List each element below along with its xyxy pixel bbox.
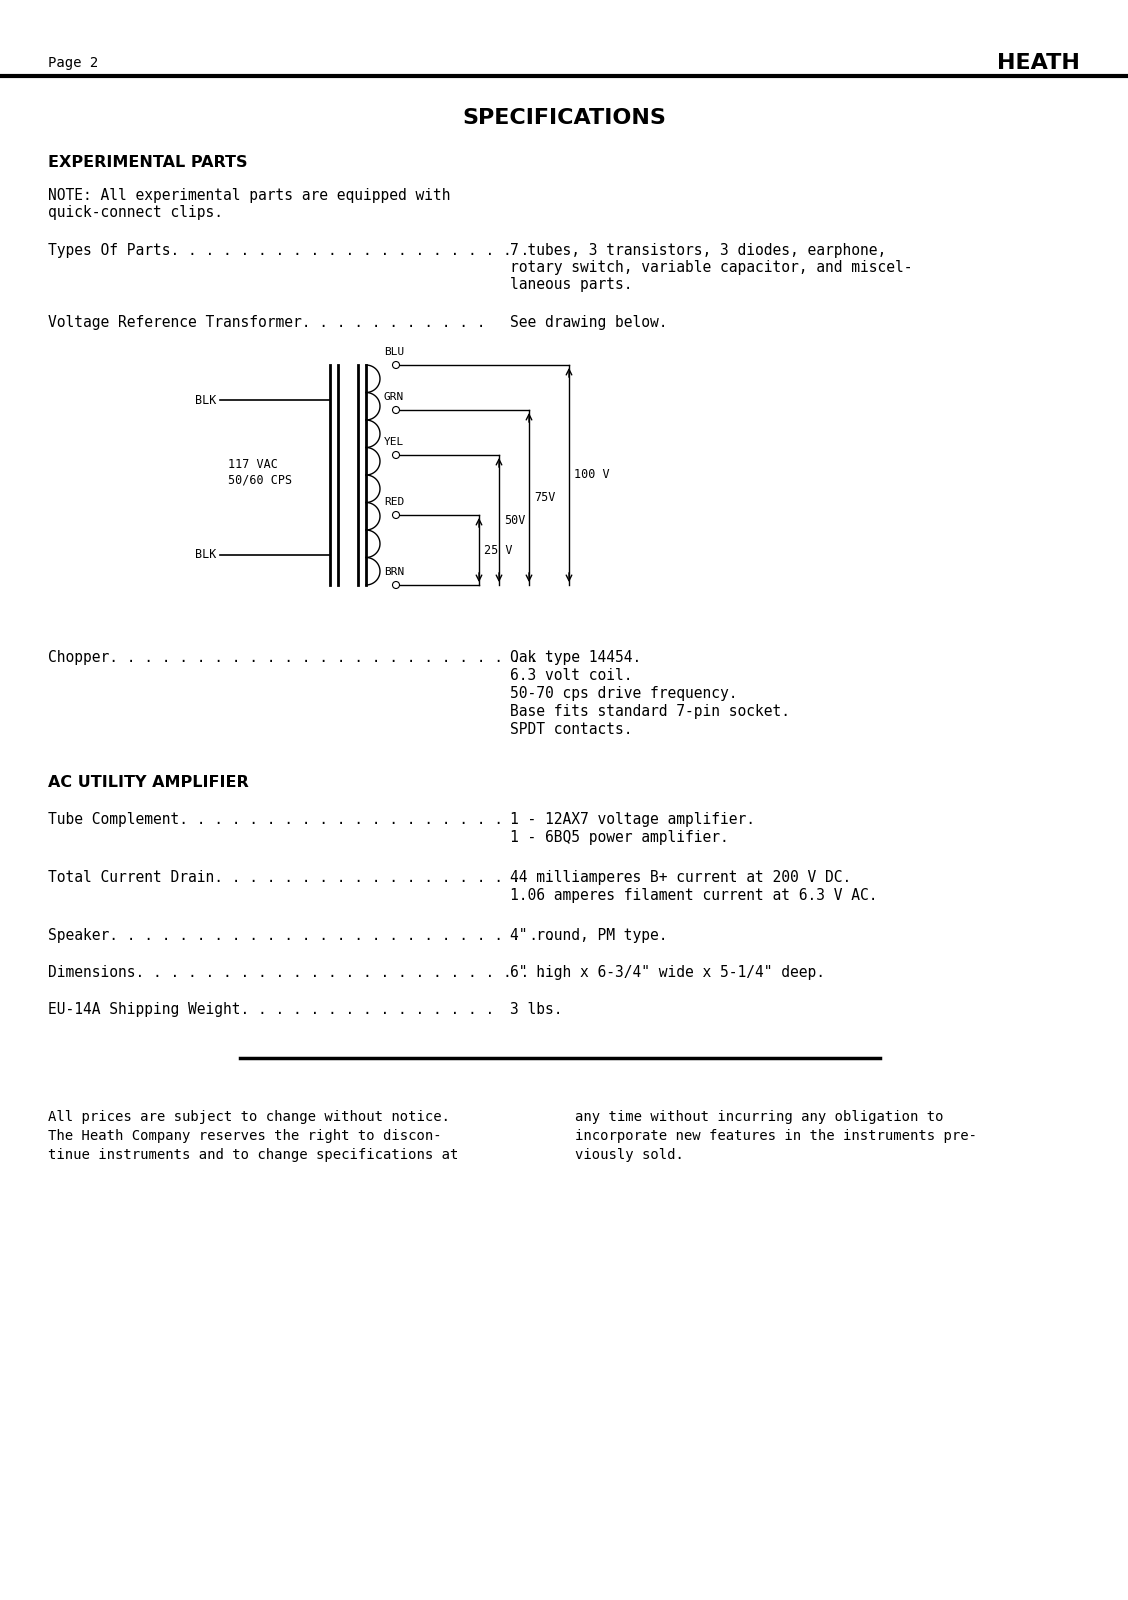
- Text: Tube Complement. . . . . . . . . . . . . . . . . . .: Tube Complement. . . . . . . . . . . . .…: [49, 813, 503, 827]
- Text: 1 - 6BQ5 power amplifier.: 1 - 6BQ5 power amplifier.: [510, 830, 729, 845]
- Text: tinue instruments and to change specifications at: tinue instruments and to change specific…: [49, 1149, 458, 1162]
- Text: YEL: YEL: [384, 437, 404, 446]
- Text: Page 2: Page 2: [49, 56, 98, 70]
- Text: 117 VAC: 117 VAC: [228, 458, 277, 470]
- Text: Speaker. . . . . . . . . . . . . . . . . . . . . . . . . .: Speaker. . . . . . . . . . . . . . . . .…: [49, 928, 555, 942]
- Text: BLK: BLK: [195, 394, 215, 406]
- Text: 6.3 volt coil.: 6.3 volt coil.: [510, 669, 633, 683]
- Text: quick-connect clips.: quick-connect clips.: [49, 205, 223, 219]
- Text: Total Current Drain. . . . . . . . . . . . . . . . . .: Total Current Drain. . . . . . . . . . .…: [49, 870, 520, 885]
- Text: NOTE: All experimental parts are equipped with: NOTE: All experimental parts are equippe…: [49, 187, 450, 203]
- Text: any time without incurring any obligation to: any time without incurring any obligatio…: [575, 1110, 943, 1123]
- Text: Types Of Parts. . . . . . . . . . . . . . . . . . . . .: Types Of Parts. . . . . . . . . . . . . …: [49, 243, 529, 258]
- Circle shape: [393, 581, 399, 589]
- Text: 7 tubes, 3 transistors, 3 diodes, earphone,: 7 tubes, 3 transistors, 3 diodes, earpho…: [510, 243, 887, 258]
- Text: Voltage Reference Transformer. . . . . . . . . . .: Voltage Reference Transformer. . . . . .…: [49, 315, 485, 330]
- Text: SPECIFICATIONS: SPECIFICATIONS: [462, 109, 666, 128]
- Text: BRN: BRN: [384, 566, 404, 578]
- Text: 4" round, PM type.: 4" round, PM type.: [510, 928, 668, 942]
- Circle shape: [393, 512, 399, 518]
- Text: Base fits standard 7-pin socket.: Base fits standard 7-pin socket.: [510, 704, 790, 718]
- Text: RED: RED: [384, 498, 404, 507]
- Text: 75V: 75V: [534, 491, 555, 504]
- Text: 25 V: 25 V: [484, 544, 512, 557]
- Text: 6" high x 6-3/4" wide x 5-1/4" deep.: 6" high x 6-3/4" wide x 5-1/4" deep.: [510, 965, 825, 979]
- Text: 50/60 CPS: 50/60 CPS: [228, 474, 292, 486]
- Text: EXPERIMENTAL PARTS: EXPERIMENTAL PARTS: [49, 155, 247, 170]
- Text: SPDT contacts.: SPDT contacts.: [510, 722, 633, 738]
- Text: 3 lbs.: 3 lbs.: [510, 1002, 563, 1018]
- Text: 100 V: 100 V: [574, 469, 609, 482]
- Text: 50-70 cps drive frequency.: 50-70 cps drive frequency.: [510, 686, 738, 701]
- Circle shape: [393, 451, 399, 459]
- Text: The Heath Company reserves the right to discon-: The Heath Company reserves the right to …: [49, 1130, 442, 1142]
- Text: laneous parts.: laneous parts.: [510, 277, 633, 291]
- Text: AC UTILITY AMPLIFIER: AC UTILITY AMPLIFIER: [49, 774, 249, 790]
- Text: All prices are subject to change without notice.: All prices are subject to change without…: [49, 1110, 450, 1123]
- Text: EU-14A Shipping Weight. . . . . . . . . . . . . . .: EU-14A Shipping Weight. . . . . . . . . …: [49, 1002, 494, 1018]
- Text: BLU: BLU: [384, 347, 404, 357]
- Text: 50V: 50V: [504, 514, 526, 526]
- Circle shape: [393, 406, 399, 413]
- Text: BLK: BLK: [195, 549, 215, 562]
- Text: GRN: GRN: [384, 392, 404, 402]
- Text: 1 - 12AX7 voltage amplifier.: 1 - 12AX7 voltage amplifier.: [510, 813, 755, 827]
- Text: Dimensions. . . . . . . . . . . . . . . . . . . . . . . .: Dimensions. . . . . . . . . . . . . . . …: [49, 965, 547, 979]
- Text: See drawing below.: See drawing below.: [510, 315, 668, 330]
- Text: Chopper. . . . . . . . . . . . . . . . . . . . . . . . . .: Chopper. . . . . . . . . . . . . . . . .…: [49, 650, 555, 666]
- Text: HEATH: HEATH: [997, 53, 1079, 74]
- Text: rotary switch, variable capacitor, and miscel-: rotary switch, variable capacitor, and m…: [510, 259, 913, 275]
- Text: viously sold.: viously sold.: [575, 1149, 684, 1162]
- Circle shape: [393, 362, 399, 368]
- Text: 1.06 amperes filament current at 6.3 V AC.: 1.06 amperes filament current at 6.3 V A…: [510, 888, 878, 902]
- Text: 44 milliamperes B+ current at 200 V DC.: 44 milliamperes B+ current at 200 V DC.: [510, 870, 852, 885]
- Text: incorporate new features in the instruments pre-: incorporate new features in the instrume…: [575, 1130, 977, 1142]
- Text: Oak type 14454.: Oak type 14454.: [510, 650, 641, 666]
